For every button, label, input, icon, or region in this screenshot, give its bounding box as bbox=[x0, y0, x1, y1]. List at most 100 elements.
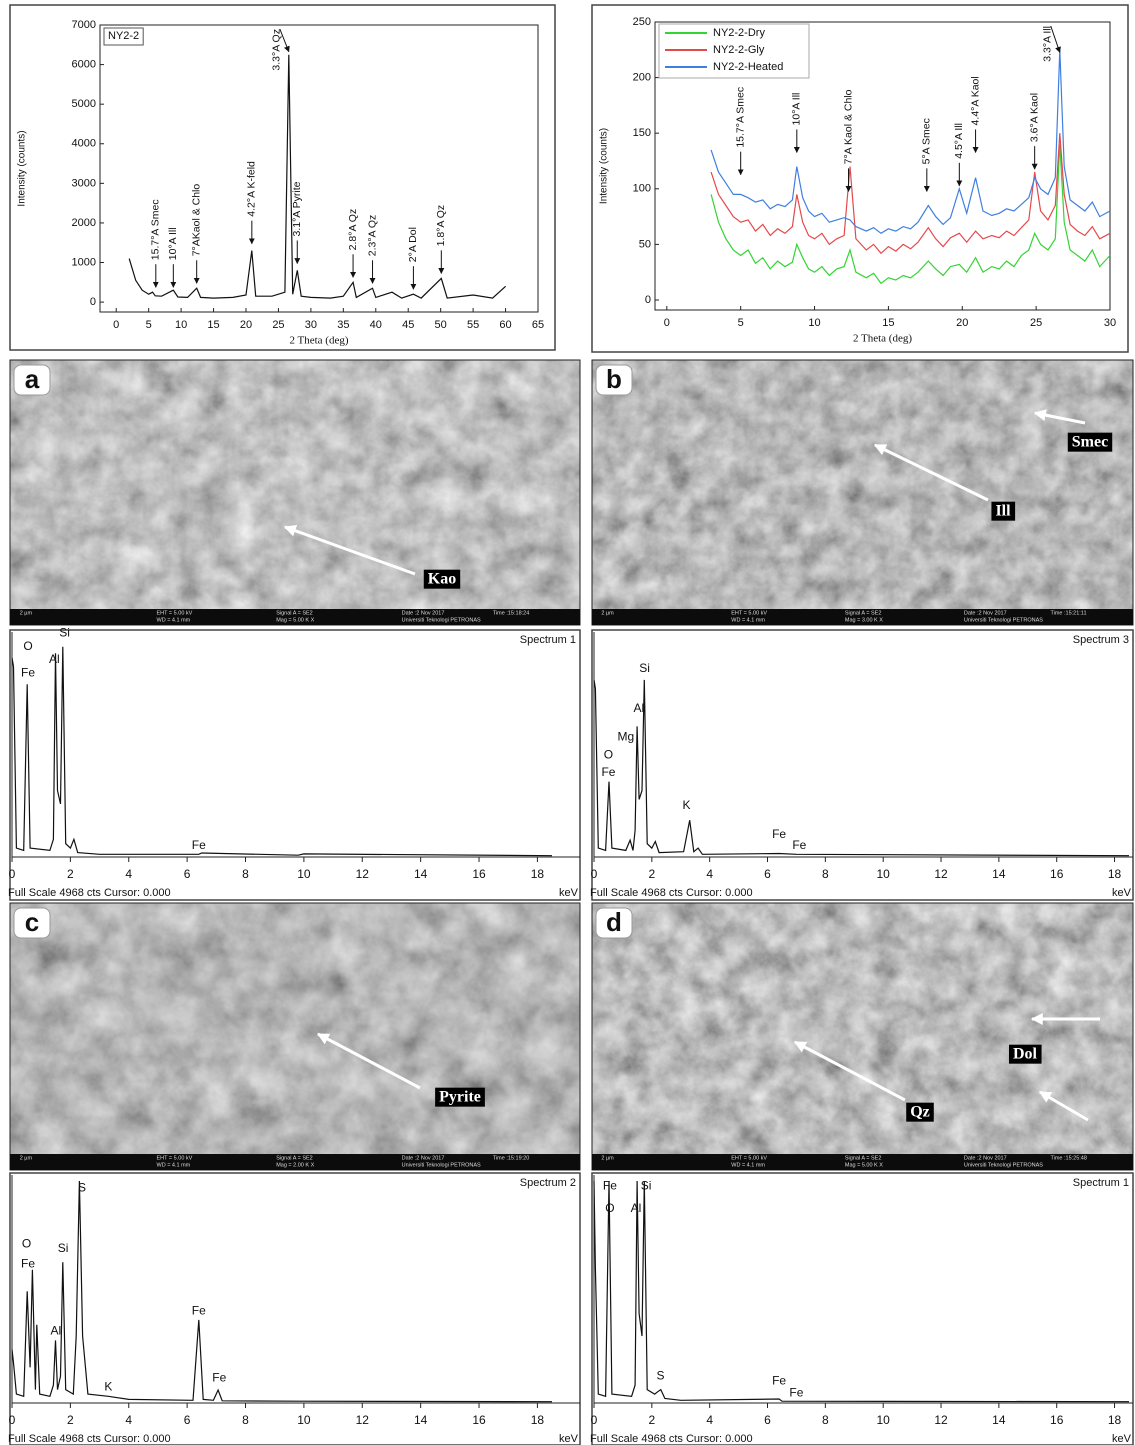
x-tick-label: 6 bbox=[764, 867, 771, 881]
peak-label: 4.2°A K-feld bbox=[246, 161, 258, 217]
sem-image bbox=[10, 903, 580, 1170]
element-label: K bbox=[104, 1380, 112, 1394]
spectrum-frame bbox=[592, 630, 1133, 900]
peak-label: 2.8°A Qz bbox=[347, 209, 359, 251]
y-tick-label: 200 bbox=[633, 72, 651, 84]
info-text: WD = 4.1 mm bbox=[731, 1162, 765, 1168]
y-tick-label: 1000 bbox=[72, 256, 96, 268]
peak-label: 3.3°A Qz bbox=[271, 29, 283, 71]
peak-label: 3.1°A Pyrite bbox=[291, 181, 303, 236]
peak-label: 15.7°A Smec bbox=[734, 87, 746, 148]
peak-label: 5°A Smec bbox=[921, 118, 933, 164]
element-label: O bbox=[23, 639, 32, 653]
y-tick-label: 6000 bbox=[72, 58, 96, 70]
element-label: S bbox=[78, 1181, 86, 1195]
info-text: Time :15:18:24 bbox=[493, 610, 529, 616]
info-text: WD = 4.1 mm bbox=[731, 617, 765, 623]
info-text: 2 µm bbox=[20, 610, 33, 616]
y-tick-label: 0 bbox=[90, 296, 96, 308]
x-tick-label: 20 bbox=[956, 317, 968, 329]
x-tick-label: 10 bbox=[297, 867, 311, 881]
info-text: 2 µm bbox=[20, 1155, 33, 1161]
sem-image bbox=[592, 903, 1133, 1170]
spectrum-frame bbox=[592, 1173, 1133, 1445]
x-axis-label: keV bbox=[1112, 887, 1132, 899]
spectrum-frame bbox=[10, 1173, 580, 1445]
peak-label: 3.6°A Kaol bbox=[1028, 93, 1040, 142]
info-text: Date :2 Nov 2017 bbox=[964, 1155, 1007, 1161]
y-tick-label: 2000 bbox=[72, 217, 96, 229]
x-tick-label: 40 bbox=[370, 319, 382, 331]
element-label: Si bbox=[639, 661, 650, 675]
x-tick-label: 14 bbox=[992, 867, 1006, 881]
x-tick-label: 10 bbox=[877, 867, 891, 881]
y-tick-label: 250 bbox=[633, 16, 651, 28]
element-label: Si bbox=[58, 1241, 69, 1255]
spectrum-frame bbox=[10, 630, 580, 900]
mineral-label: Smec bbox=[1072, 434, 1108, 451]
info-text: Signal A = SE2 bbox=[276, 1155, 313, 1161]
info-text: Date :2 Nov 2017 bbox=[402, 1155, 445, 1161]
x-tick-label: 4 bbox=[706, 867, 713, 881]
x-tick-label: 0 bbox=[591, 867, 598, 881]
info-text: Time :15:19:20 bbox=[493, 1155, 529, 1161]
y-tick-label: 0 bbox=[645, 294, 651, 306]
peak-label: 10°A Ill bbox=[791, 93, 803, 126]
figure: 0100020003000400050006000700005101520253… bbox=[0, 0, 1135, 1445]
y-tick-label: 100 bbox=[633, 183, 651, 195]
element-label: K bbox=[683, 798, 691, 812]
info-text: Mag = 2.00 K X bbox=[276, 1162, 314, 1168]
y-tick-label: 50 bbox=[639, 238, 651, 250]
x-axis-label: keV bbox=[559, 1433, 579, 1445]
panel-label: b bbox=[606, 364, 622, 394]
info-text: Universiti Teknologi PETRONAS bbox=[964, 617, 1043, 623]
x-tick-label: 16 bbox=[1050, 867, 1064, 881]
x-tick-label: 4 bbox=[125, 867, 132, 881]
x-tick-label: 0 bbox=[664, 317, 670, 329]
x-tick-label: 12 bbox=[356, 1413, 370, 1427]
info-text: Mag = 5.00 K X bbox=[276, 617, 314, 623]
info-text: Date :2 Nov 2017 bbox=[402, 610, 445, 616]
element-label: Fe bbox=[21, 665, 35, 679]
info-text: Mag = 5.00 K X bbox=[845, 1162, 883, 1168]
x-tick-label: 2 bbox=[67, 1413, 74, 1427]
x-tick-label: 10 bbox=[877, 1413, 891, 1427]
mineral-label: Kao bbox=[428, 571, 456, 588]
peak-label: 4.4°A Kaol bbox=[969, 76, 981, 125]
info-text: Time :15:21:11 bbox=[1050, 610, 1086, 616]
panel-label: d bbox=[606, 907, 622, 937]
x-tick-label: 4 bbox=[125, 1413, 132, 1427]
info-text: 2 µm bbox=[601, 1155, 614, 1161]
x-tick-label: 30 bbox=[305, 319, 317, 331]
x-axis-label: 2 Theta (deg) bbox=[853, 333, 912, 345]
x-axis-label: keV bbox=[1112, 1433, 1132, 1445]
info-text: WD = 4.1 mm bbox=[157, 1162, 191, 1168]
mineral-label: Ill bbox=[995, 503, 1011, 520]
peak-label: 15.7°A Smec bbox=[150, 199, 162, 260]
element-label: Fe bbox=[212, 1371, 226, 1385]
x-tick-label: 8 bbox=[242, 867, 249, 881]
x-tick-label: 2 bbox=[67, 867, 74, 881]
element-label: Fe bbox=[603, 1178, 617, 1192]
x-tick-label: 18 bbox=[531, 867, 545, 881]
x-tick-label: 10 bbox=[297, 1413, 311, 1427]
x-tick-label: 6 bbox=[184, 867, 191, 881]
element-label: Fe bbox=[192, 1304, 206, 1318]
element-label: Fe bbox=[192, 838, 206, 852]
x-tick-label: 2 bbox=[648, 867, 655, 881]
element-label: Al bbox=[50, 1324, 61, 1338]
x-tick-label: 5 bbox=[146, 319, 152, 331]
spectrum-title: Spectrum 1 bbox=[520, 634, 576, 646]
footer-text: Full Scale 4968 cts Cursor: 0.000 bbox=[8, 887, 171, 899]
element-label: Al bbox=[633, 701, 644, 715]
info-text: Universiti Teknologi PETRONAS bbox=[402, 617, 481, 623]
legend-label: NY2-2-Dry bbox=[713, 27, 765, 39]
peak-label: 10°A Ill bbox=[167, 227, 179, 260]
x-tick-label: 10 bbox=[175, 319, 187, 331]
x-tick-label: 0 bbox=[9, 1413, 16, 1427]
element-label: Mg bbox=[617, 730, 634, 744]
x-tick-label: 12 bbox=[356, 867, 370, 881]
x-tick-label: 15 bbox=[207, 319, 219, 331]
x-tick-label: 14 bbox=[992, 1413, 1006, 1427]
y-tick-label: 3000 bbox=[72, 177, 96, 189]
